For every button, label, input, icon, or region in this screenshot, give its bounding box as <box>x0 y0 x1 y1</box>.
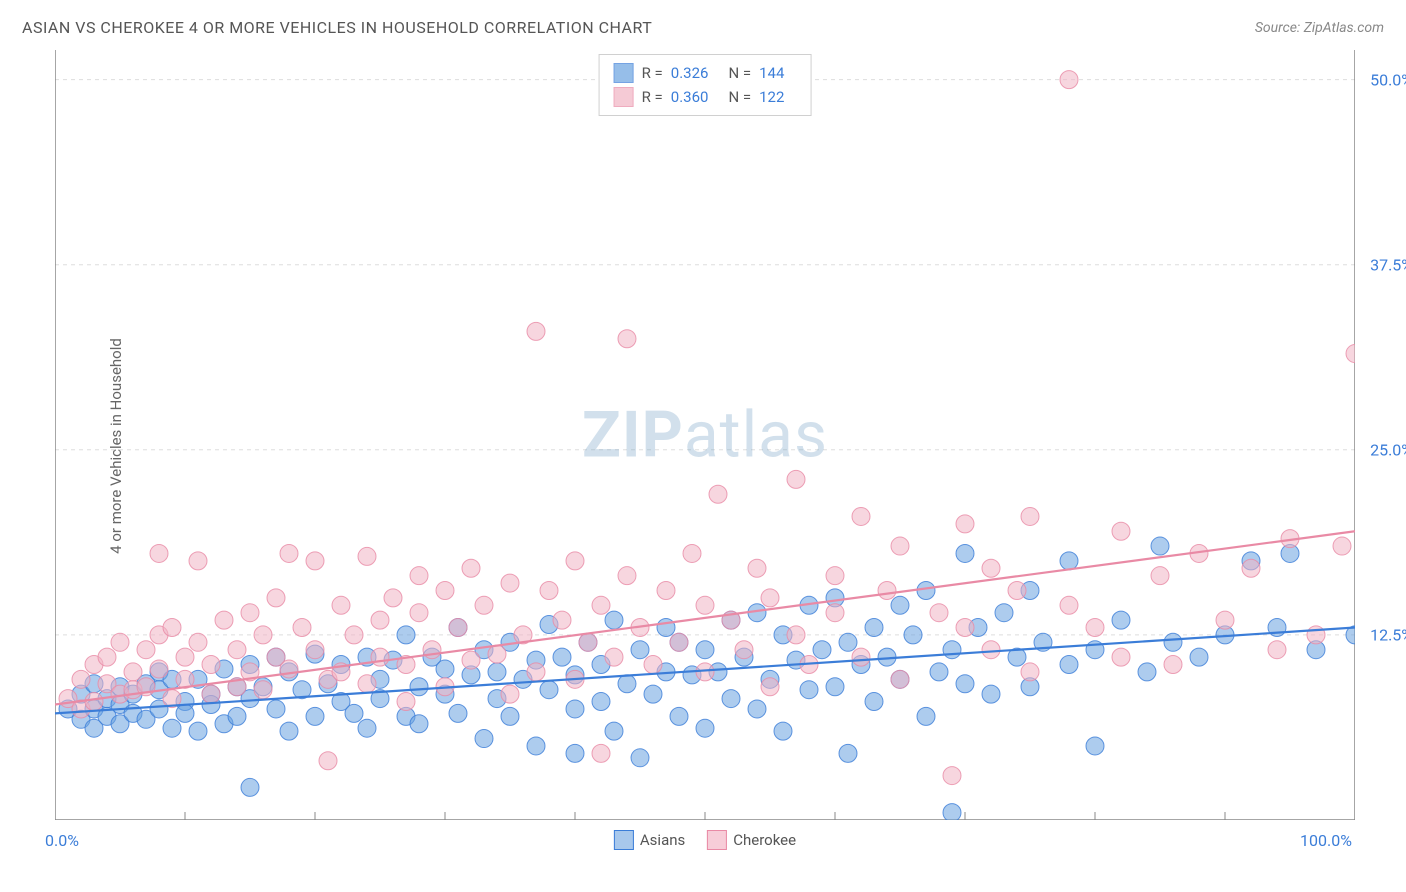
series-legend: Asians Cherokee <box>614 830 796 850</box>
plot-svg <box>55 50 1355 820</box>
legend-stat-row: R = 0.360N = 122 <box>614 85 797 109</box>
correlation-legend: R = 0.326N = 144R = 0.360N = 122 <box>599 54 812 116</box>
y-tick-label: 50.0% <box>1370 70 1406 89</box>
y-tick-label: 25.0% <box>1370 440 1406 459</box>
y-tick-label: 37.5% <box>1370 255 1406 274</box>
source-attribution: Source: ZipAtlas.com <box>1255 20 1384 36</box>
y-tick-label: 12.5% <box>1370 625 1406 644</box>
x-tick-label: 0.0% <box>45 831 79 850</box>
chart-title: ASIAN VS CHEROKEE 4 OR MORE VEHICLES IN … <box>22 18 652 37</box>
scatter-plot: ZIPatlas R = 0.326N = 144R = 0.360N = 12… <box>55 50 1355 820</box>
legend-item: Cherokee <box>707 830 796 850</box>
x-tick-label: 100.0% <box>1300 831 1352 850</box>
legend-stat-row: R = 0.326N = 144 <box>614 61 797 85</box>
legend-item: Asians <box>614 830 685 850</box>
